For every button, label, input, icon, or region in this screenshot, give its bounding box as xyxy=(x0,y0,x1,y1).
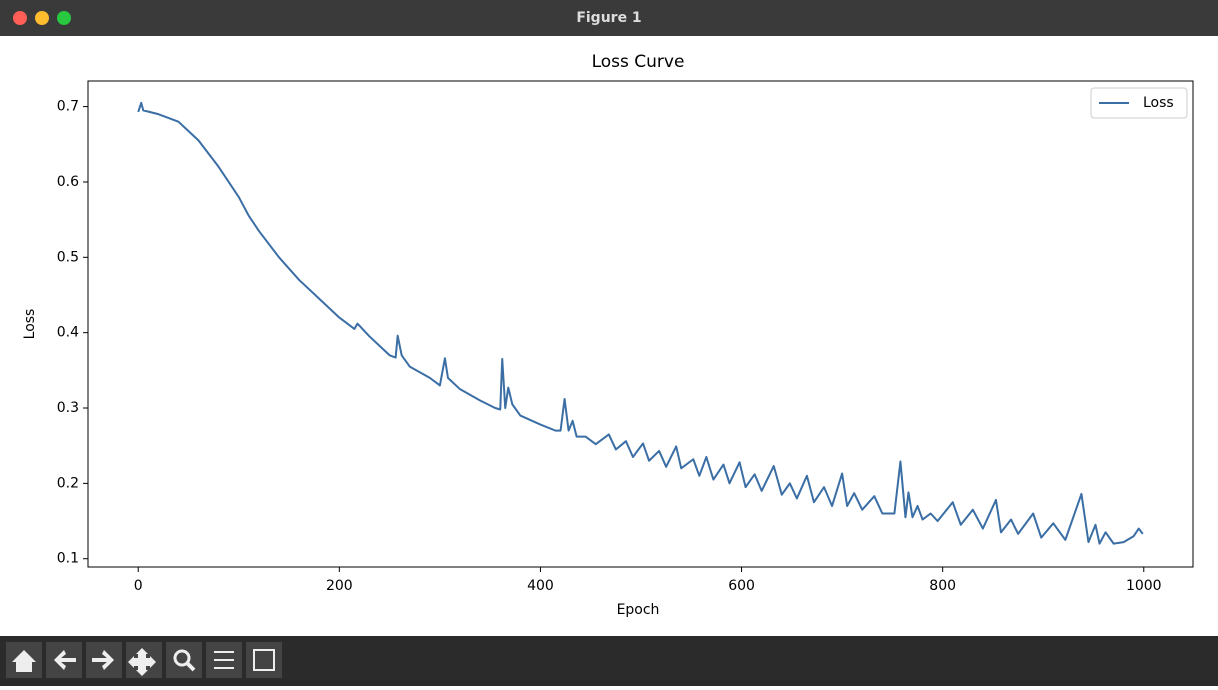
chart: Loss Curve Epoch Loss 0 200 400 600 800 1000 0… xyxy=(22,52,1194,618)
save-icon xyxy=(253,649,275,671)
toolbar-icons xyxy=(6,642,282,678)
window-title: Figure 1 xyxy=(576,10,641,26)
zoom-icon-handle xyxy=(185,661,196,672)
zoom-rect-button[interactable] xyxy=(166,642,202,678)
y-tick-label: 0.3 xyxy=(57,400,79,416)
back-icon xyxy=(54,650,76,670)
save-button[interactable] xyxy=(246,642,282,678)
y-tick-label: 0.5 xyxy=(57,249,79,265)
x-tick-label: 1000 xyxy=(1126,578,1162,594)
x-tick-label: 400 xyxy=(527,578,554,594)
y-tick-label: 0.2 xyxy=(57,475,79,491)
configure-icon xyxy=(214,651,234,669)
minimize-button[interactable] xyxy=(35,11,49,25)
loss-line xyxy=(137,101,1144,545)
axes-frame xyxy=(87,80,1194,568)
x-tick-label: 600 xyxy=(728,578,755,594)
chart-title: Loss Curve xyxy=(592,52,685,72)
zoom-button[interactable] xyxy=(57,11,71,25)
toolbar xyxy=(0,636,1218,686)
zoom-icon xyxy=(173,649,191,667)
x-tick-label: 200 xyxy=(326,578,353,594)
y-axis-label: Loss xyxy=(22,309,38,340)
forward-icon xyxy=(92,650,114,670)
y-tick-label: 0.7 xyxy=(57,99,79,115)
y-tick-label: 0.6 xyxy=(57,174,79,190)
legend-box xyxy=(1090,87,1188,119)
home-icon xyxy=(12,650,36,672)
legend-label: Loss xyxy=(1143,95,1174,111)
y-tick-label: 0.1 xyxy=(57,551,79,567)
pan-icon xyxy=(128,648,156,676)
x-tick-label: 800 xyxy=(929,578,956,594)
y-tick-label: 0.4 xyxy=(57,325,79,341)
x-tick-label: 0 xyxy=(134,578,143,594)
x-axis-label: Epoch xyxy=(617,602,660,618)
title-bar xyxy=(0,0,1218,36)
close-button[interactable] xyxy=(13,11,27,25)
